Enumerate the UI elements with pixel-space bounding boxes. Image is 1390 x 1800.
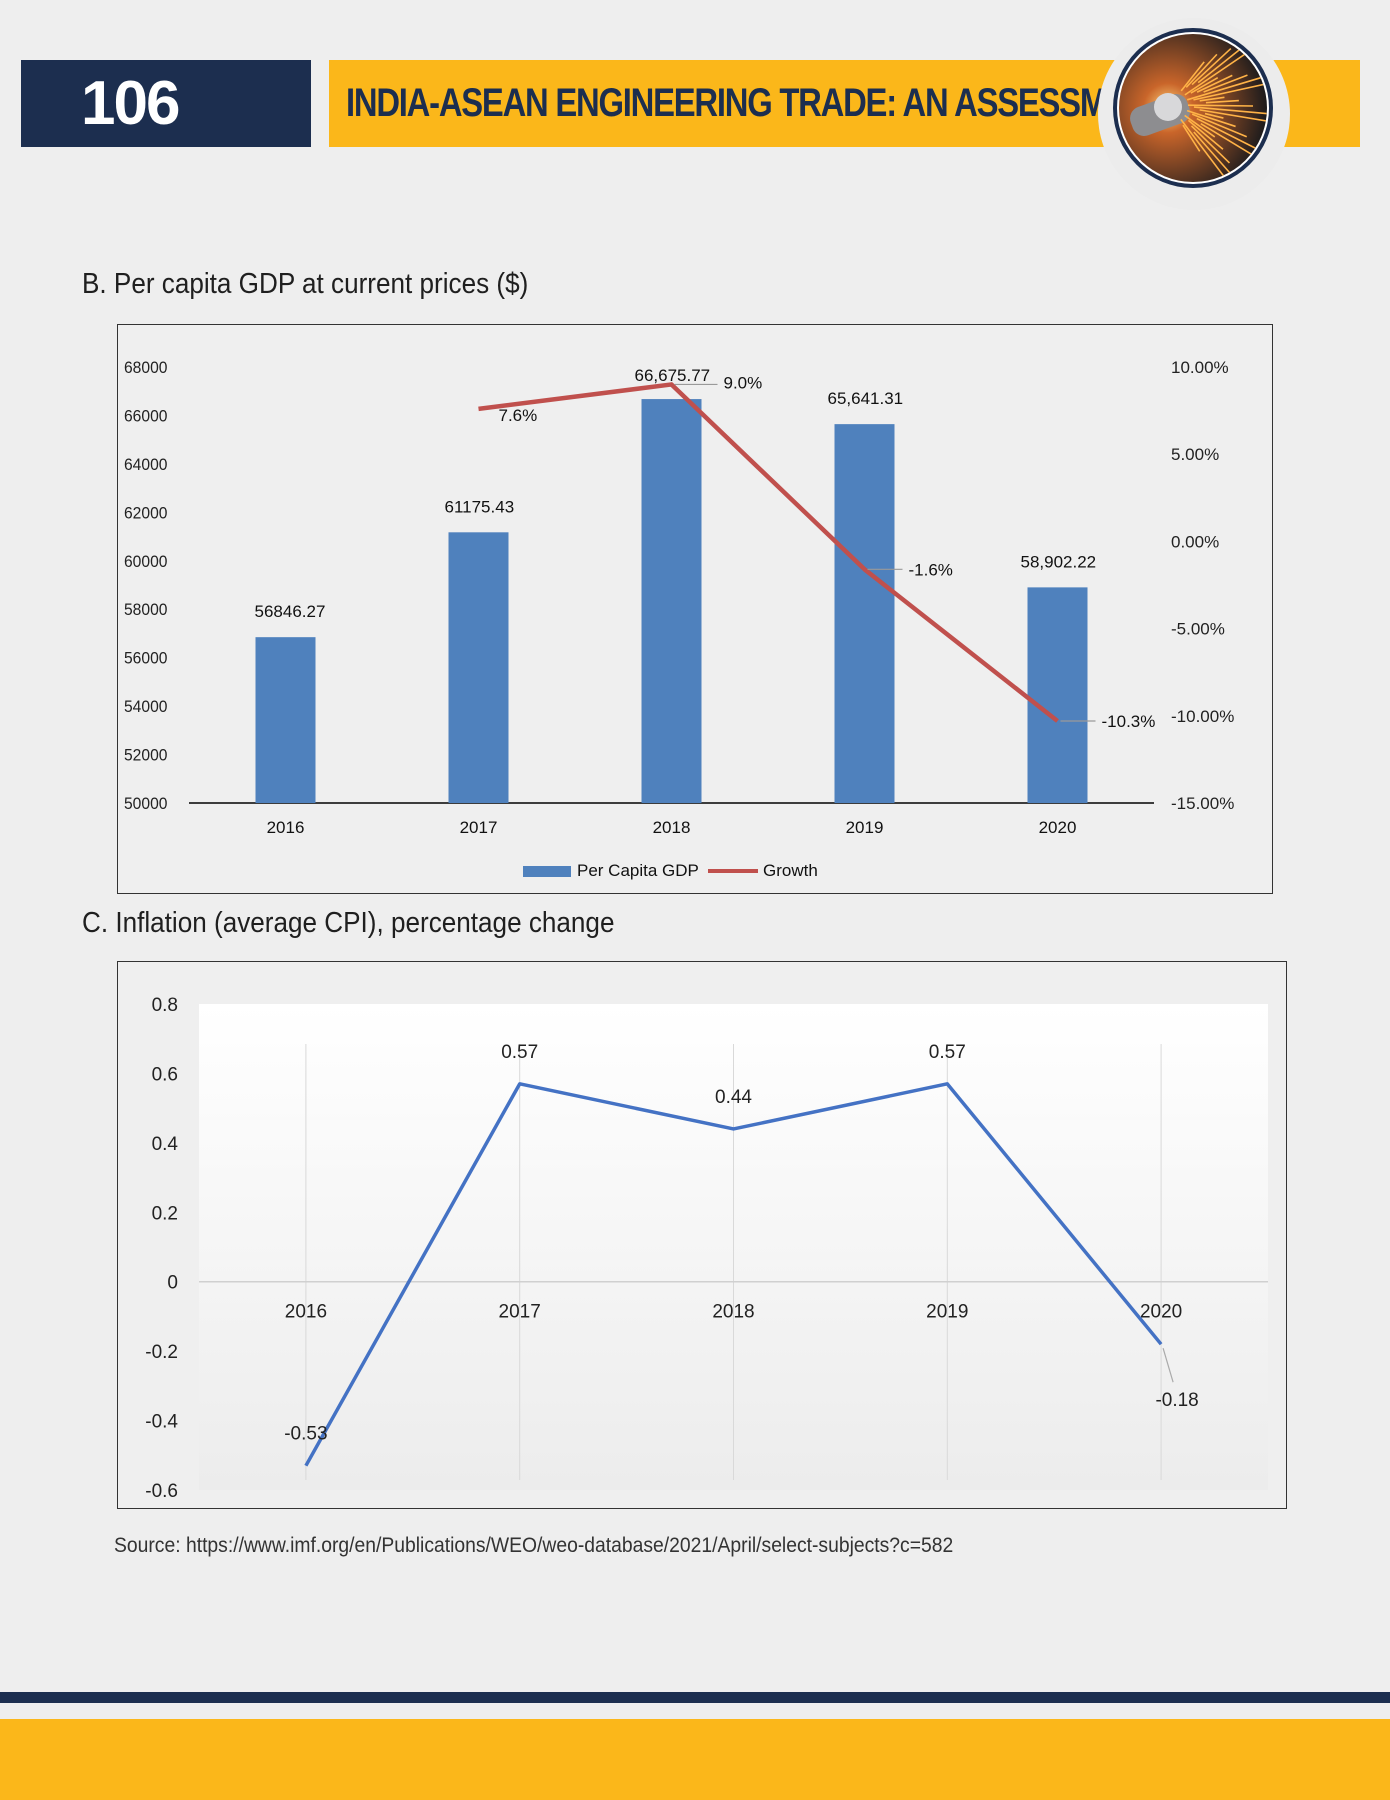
inflation-value-label: 0.44 [715,1087,752,1108]
gdp-bar-value-label: 66,675.77 [635,366,711,385]
x-axis-tick-label: 2018 [712,1302,754,1323]
y-axis-tick-label: 0.4 [152,1134,179,1155]
gdp-bar [641,399,702,803]
left-axis-tick-label: 52000 [124,746,167,765]
growth-value-label: -1.6% [909,560,953,579]
legend-swatch-gdp [523,866,571,877]
left-axis-tick-label: 50000 [124,794,167,813]
growth-value-label: -10.3% [1102,712,1156,731]
inflation-chart-frame: -0.6 -0.4 -0.2 0 0.2 0.4 0.6 0.8 2016 2017 2018 201… [117,961,1287,1509]
inflation-value-label: 0.57 [501,1042,538,1063]
gdp-bar-value-label: 65,641.31 [828,389,904,408]
page-header-title: INDIA-ASEAN ENGINEERING TRADE: AN ASSESS… [346,81,1169,125]
right-axis-tick-label: -15.00% [1171,794,1234,813]
grinding-sparks-icon [1113,28,1273,188]
inflation-chart: -0.6 -0.4 -0.2 0 0.2 0.4 0.6 0.8 2016 2017 2018 201… [145,995,1268,1502]
y-axis-tick-label: -0.6 [145,1481,178,1502]
page-number: 106 [21,60,311,147]
source-note: Source: https://www.imf.org/en/Publicati… [114,1534,954,1557]
left-axis-tick-label: 56000 [124,649,167,668]
growth-value-label: 7.6% [499,406,538,425]
y-axis-tick-label: 0 [167,1273,178,1294]
x-axis-tick-label: 2019 [926,1302,968,1323]
y-axis-tick-label: -0.4 [145,1412,178,1433]
inflation-label-leader [1162,1348,1174,1383]
gdp-bar-value-label: 58,902.22 [1021,552,1097,571]
gdp-bar [1027,587,1088,803]
y-axis-tick-label: -0.2 [145,1342,178,1363]
x-axis-tick-label: 2020 [1039,818,1077,837]
left-axis-tick-label: 62000 [124,504,167,523]
right-axis-tick-label: -10.00% [1171,707,1234,726]
footer-rule [0,1692,1390,1703]
x-axis-tick-label: 2018 [653,818,691,837]
gdp-bar [834,424,895,803]
inflation-line [304,1082,1163,1467]
inflation-value-label: -0.53 [284,1424,327,1445]
gdp-chart: 50000 52000 54000 56000 58000 60000 62000 64000… [124,358,1234,880]
left-axis-tick-label: 60000 [124,552,167,571]
gdp-bar-value-label: 56846.27 [255,602,326,621]
x-axis-tick-label: 2017 [499,1302,541,1323]
right-axis-tick-label: 10.00% [1171,358,1229,377]
gdp-chart-frame: 50000 52000 54000 56000 58000 60000 62000 64000… [117,324,1273,894]
left-axis-tick-label: 54000 [124,698,167,717]
x-axis-tick-label: 2016 [267,818,305,837]
left-axis-tick-label: 66000 [124,407,167,426]
legend-label-gdp: Per Capita GDP [577,861,699,880]
right-axis-tick-label: -5.00% [1171,620,1225,639]
y-axis-tick-label: 0.2 [152,1203,178,1224]
x-axis-tick-label: 2019 [846,818,884,837]
x-axis-tick-label: 2016 [285,1302,327,1323]
left-axis-tick-label: 68000 [124,358,167,377]
gdp-bar-value-label: 61175.43 [445,497,515,516]
footer-band [0,1719,1390,1800]
legend-label-growth: Growth [763,861,818,880]
left-axis-tick-label: 64000 [124,455,167,474]
x-axis-tick-label: 2017 [460,818,498,837]
left-axis-tick-label: 58000 [124,601,167,620]
x-axis-tick-label: 2020 [1140,1302,1182,1323]
inflation-value-label: -0.18 [1155,1390,1198,1411]
y-axis-tick-label: 0.8 [152,995,178,1016]
right-axis-tick-label: 5.00% [1171,445,1219,464]
y-axis-tick-label: 0.6 [152,1064,178,1085]
growth-line [478,382,1059,723]
gdp-bar [255,637,316,803]
right-axis-tick-label: 0.00% [1171,532,1219,551]
gdp-section-title: B. Per capita GDP at current prices ($) [82,268,529,300]
gdp-bar [448,532,509,803]
growth-value-label: 9.0% [724,373,763,392]
inflation-section-title: C. Inflation (average CPI), percentage c… [82,907,615,939]
inflation-value-label: 0.57 [929,1042,966,1063]
